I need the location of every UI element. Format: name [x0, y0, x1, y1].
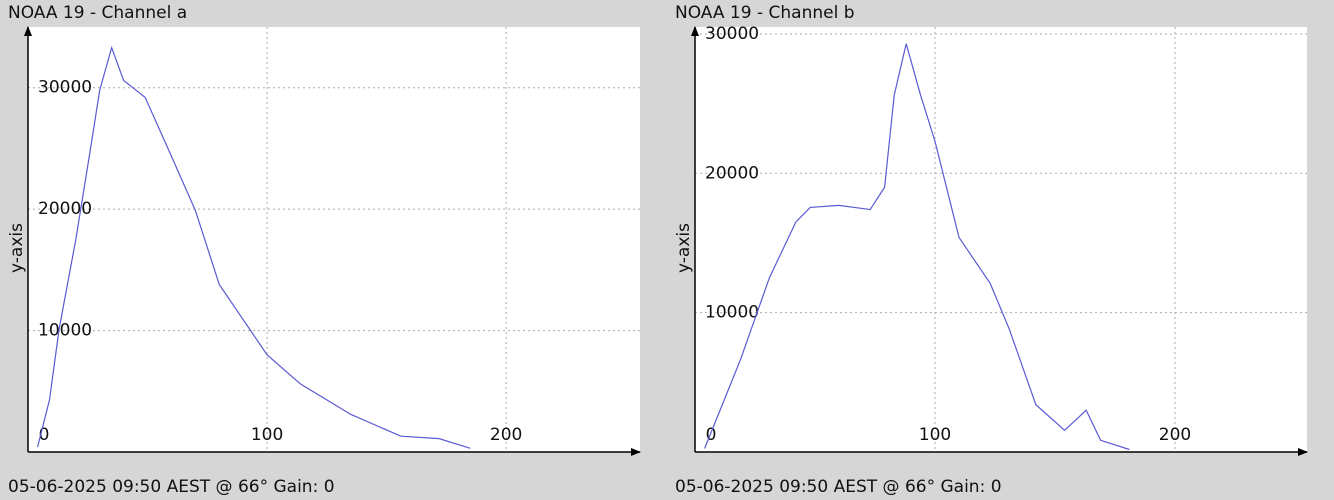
- x-tick-label: 100: [919, 425, 951, 445]
- x-tick-label: 0: [39, 425, 50, 445]
- y-axis-label: y-axis: [7, 223, 27, 273]
- chart-title: NOAA 19 - Channel b: [675, 3, 855, 23]
- y-tick-label: 10000: [38, 321, 92, 341]
- y-tick-label: 10000: [705, 303, 759, 323]
- footer-text: 05-06-2025 09:50 AEST @ 66° Gain: 0: [675, 477, 1002, 497]
- x-tick-label: 200: [1159, 425, 1191, 445]
- y-tick-label: 20000: [38, 199, 92, 219]
- x-tick-label: 200: [490, 425, 522, 445]
- plot-area: [28, 27, 640, 452]
- y-tick-label: 30000: [705, 24, 759, 44]
- x-tick-label: 100: [251, 425, 283, 445]
- plot-area: [695, 27, 1307, 452]
- x-tick-label: 0: [706, 425, 717, 445]
- y-axis-label: y-axis: [674, 223, 694, 273]
- y-tick-label: 20000: [705, 163, 759, 183]
- data-line: [704, 43, 1130, 451]
- data-line: [36, 45, 471, 449]
- footer-text: 05-06-2025 09:50 AEST @ 66° Gain: 0: [8, 477, 335, 497]
- chart-title: NOAA 19 - Channel a: [8, 3, 187, 23]
- y-tick-label: 30000: [38, 78, 92, 98]
